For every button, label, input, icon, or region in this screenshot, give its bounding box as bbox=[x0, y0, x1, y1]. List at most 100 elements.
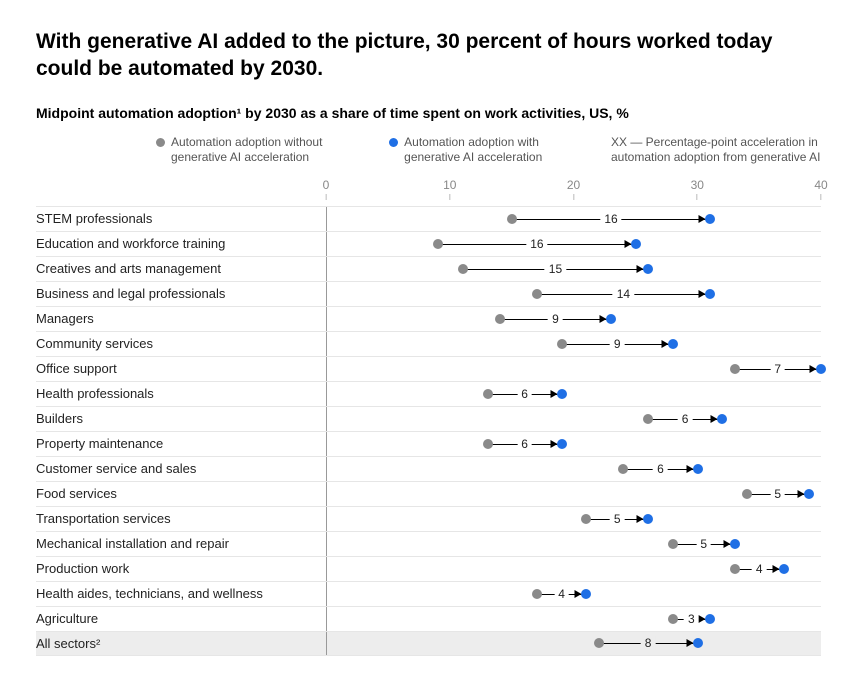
dot-without bbox=[495, 314, 505, 324]
dot-with bbox=[705, 289, 715, 299]
row-plot: 8 bbox=[326, 632, 821, 655]
row-plot: 9 bbox=[326, 332, 821, 356]
chart-row: All sectors²8 bbox=[36, 631, 821, 656]
row-label: STEM professionals bbox=[36, 211, 326, 226]
dot-without bbox=[668, 539, 678, 549]
row-plot: 9 bbox=[326, 307, 821, 331]
accel-label: 16 bbox=[600, 212, 621, 226]
dot-with bbox=[693, 464, 703, 474]
axis-tick: 0 bbox=[323, 178, 330, 200]
row-plot: 5 bbox=[326, 507, 821, 531]
headline: With generative AI added to the picture,… bbox=[36, 28, 796, 83]
legend-without-label: Automation adoption without generative A… bbox=[171, 135, 365, 166]
axis-tick: 40 bbox=[814, 178, 827, 200]
accel-label: 5 bbox=[696, 537, 711, 551]
legend-dot-with-icon bbox=[389, 138, 398, 147]
dot-with bbox=[643, 514, 653, 524]
legend-with: Automation adoption with generative AI a… bbox=[389, 135, 587, 166]
dot-without bbox=[532, 289, 542, 299]
axis-tick: 30 bbox=[691, 178, 704, 200]
dot-with bbox=[804, 489, 814, 499]
chart-row: STEM professionals 16 bbox=[36, 206, 821, 231]
dot-with bbox=[717, 414, 727, 424]
accel-label: 7 bbox=[770, 362, 785, 376]
row-label: Office support bbox=[36, 361, 326, 376]
row-plot: 6 bbox=[326, 432, 821, 456]
dot-with bbox=[581, 589, 591, 599]
accel-label: 5 bbox=[770, 487, 785, 501]
row-label: Food services bbox=[36, 486, 326, 501]
dot-without bbox=[730, 364, 740, 374]
legend-with-label: Automation adoption with generative AI a… bbox=[404, 135, 587, 166]
row-label: Agriculture bbox=[36, 611, 326, 626]
chart-row: Food services 5 bbox=[36, 481, 821, 506]
dot-without bbox=[507, 214, 517, 224]
legend: Automation adoption without generative A… bbox=[36, 135, 821, 166]
row-plot: 4 bbox=[326, 582, 821, 606]
row-plot: 5 bbox=[326, 532, 821, 556]
chart-row: Education and workforce training16 bbox=[36, 231, 821, 256]
dot-without bbox=[458, 264, 468, 274]
chart-row: Production work4 bbox=[36, 556, 821, 581]
chart-row: Property maintenance6 bbox=[36, 431, 821, 456]
legend-accel-label: XX — Percentage-point acceleration in au… bbox=[611, 135, 821, 166]
row-plot: 3 bbox=[326, 607, 821, 631]
row-plot: 14 bbox=[326, 282, 821, 306]
legend-accel: XX — Percentage-point acceleration in au… bbox=[611, 135, 821, 166]
accel-label: 6 bbox=[517, 387, 532, 401]
row-plot: 4 bbox=[326, 557, 821, 581]
dot-with bbox=[631, 239, 641, 249]
dot-with bbox=[705, 614, 715, 624]
chart-row: Community services9 bbox=[36, 331, 821, 356]
chart-row: Health aides, technicians, and wellness 4 bbox=[36, 581, 821, 606]
chart-row: Business and legal professionals 14 bbox=[36, 281, 821, 306]
legend-without: Automation adoption without generative A… bbox=[156, 135, 365, 166]
dot-with bbox=[705, 214, 715, 224]
row-plot: 15 bbox=[326, 257, 821, 281]
axis-tick: 20 bbox=[567, 178, 580, 200]
row-plot: 6 bbox=[326, 382, 821, 406]
dot-without bbox=[618, 464, 628, 474]
row-plot: 6 bbox=[326, 457, 821, 481]
row-label: Production work bbox=[36, 561, 326, 576]
row-label: Business and legal professionals bbox=[36, 286, 326, 301]
accel-label: 8 bbox=[641, 636, 656, 650]
accel-label: 9 bbox=[610, 337, 625, 351]
dot-without bbox=[730, 564, 740, 574]
row-label: Health aides, technicians, and wellness bbox=[36, 586, 326, 601]
row-plot: 7 bbox=[326, 357, 821, 381]
accel-label: 14 bbox=[613, 287, 634, 301]
row-label: Health professionals bbox=[36, 386, 326, 401]
dot-without bbox=[643, 414, 653, 424]
row-label: Transportation services bbox=[36, 511, 326, 526]
chart-row: Office support 7 bbox=[36, 356, 821, 381]
accel-label: 9 bbox=[548, 312, 563, 326]
legend-dot-without-icon bbox=[156, 138, 165, 147]
accel-label: 4 bbox=[554, 587, 569, 601]
row-label: Customer service and sales bbox=[36, 461, 326, 476]
row-label: Creatives and arts management bbox=[36, 261, 326, 276]
row-label: Builders bbox=[36, 411, 326, 426]
chart-row: Health professionals 6 bbox=[36, 381, 821, 406]
dot-with bbox=[730, 539, 740, 549]
chart-row: Transportation services5 bbox=[36, 506, 821, 531]
row-plot: 16 bbox=[326, 232, 821, 256]
x-axis: 010203040 bbox=[326, 178, 821, 206]
chart-row: Builders6 bbox=[36, 406, 821, 431]
dot-with bbox=[557, 439, 567, 449]
dot-without bbox=[483, 389, 493, 399]
row-label: Mechanical installation and repair bbox=[36, 536, 326, 551]
row-label: Education and workforce training bbox=[36, 236, 326, 251]
chart-row: Customer service and sales 6 bbox=[36, 456, 821, 481]
row-plot: 16 bbox=[326, 207, 821, 231]
dot-without bbox=[742, 489, 752, 499]
dot-without bbox=[668, 614, 678, 624]
accel-label: 6 bbox=[653, 462, 668, 476]
dot-without bbox=[483, 439, 493, 449]
chart-row: Mechanical installation and repair 5 bbox=[36, 531, 821, 556]
axis-tick: 10 bbox=[443, 178, 456, 200]
accel-label: 3 bbox=[684, 612, 699, 626]
row-plot: 6 bbox=[326, 407, 821, 431]
dot-without bbox=[433, 239, 443, 249]
chart-row: Creatives and arts management15 bbox=[36, 256, 821, 281]
